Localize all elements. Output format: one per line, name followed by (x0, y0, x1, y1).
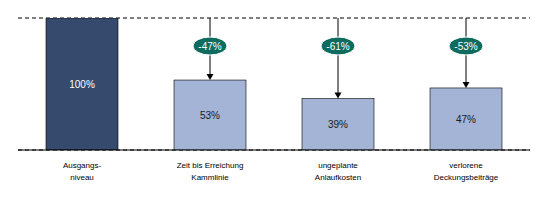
svg-text:Zeit bis ErreichungKammlinie: Zeit bis ErreichungKammlinie (177, 161, 244, 182)
svg-text:-47%: -47% (198, 41, 221, 52)
svg-text:39%: 39% (328, 119, 348, 130)
svg-text:100%: 100% (69, 79, 95, 90)
svg-text:-61%: -61% (326, 41, 349, 52)
svg-text:Ausgangs-niveau: Ausgangs-niveau (63, 161, 102, 182)
svg-text:ungeplanteAnlaufkosten: ungeplanteAnlaufkosten (315, 161, 361, 182)
svg-text:-53%: -53% (454, 41, 477, 52)
svg-text:verloreneDeckungsbeiträge: verloreneDeckungsbeiträge (434, 161, 499, 182)
svg-text:47%: 47% (456, 114, 476, 125)
svg-text:53%: 53% (200, 110, 220, 121)
